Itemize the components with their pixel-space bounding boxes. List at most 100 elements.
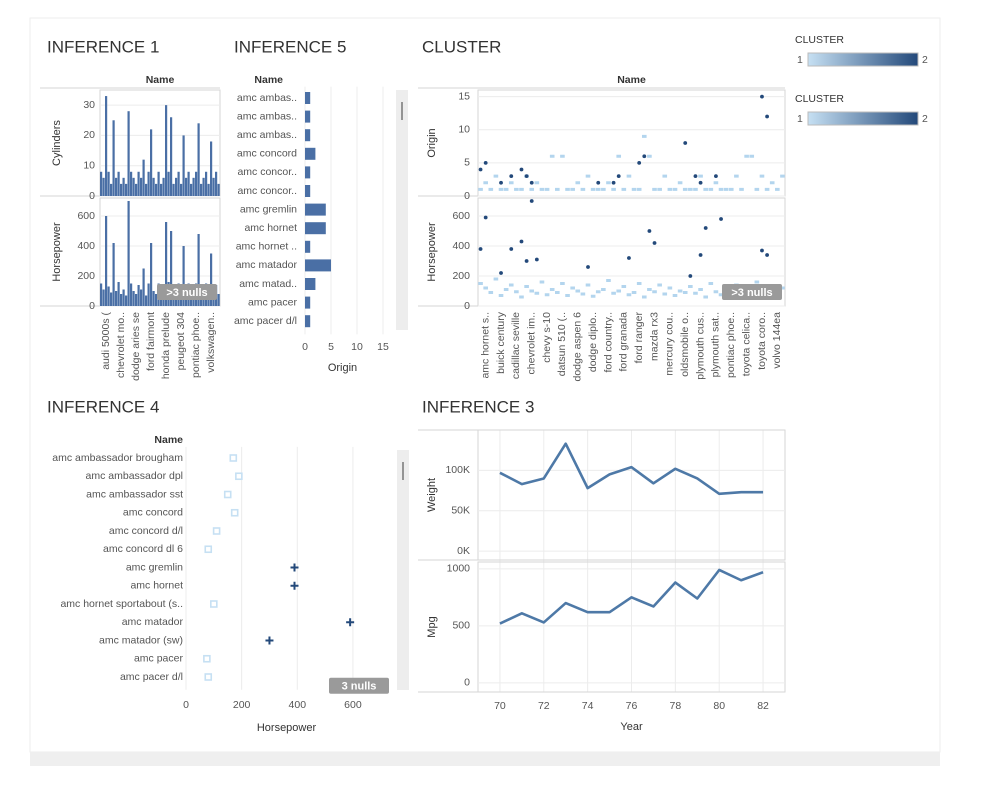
point (749, 154, 755, 158)
line (499, 568, 764, 625)
y-tick-label: 200 (452, 270, 470, 282)
y-category-label: amc ambas.. (237, 110, 297, 122)
bar (187, 171, 190, 196)
point (631, 187, 637, 191)
bar (132, 177, 135, 196)
point (560, 282, 565, 285)
bar (305, 110, 311, 123)
point (723, 187, 729, 191)
bar (305, 278, 316, 290)
row-label: Mpg (426, 616, 438, 637)
point (509, 247, 514, 251)
point (509, 174, 514, 179)
x-category-label: ford granada (618, 312, 630, 372)
point (718, 293, 724, 297)
y-category-label: amc ambas.. (237, 129, 297, 141)
x-category-label: datsun 510 (.. (556, 312, 568, 376)
bar (202, 177, 205, 196)
bar (135, 294, 138, 306)
x-tick-label: 400 (289, 699, 307, 711)
bar (127, 201, 130, 306)
point (626, 293, 632, 297)
point (596, 180, 601, 185)
bar (305, 240, 311, 253)
x-category-label: ford ranger (633, 312, 645, 364)
y-tick-label: 5 (464, 157, 470, 169)
point-square (235, 472, 243, 481)
bar (305, 222, 326, 235)
point (718, 187, 724, 191)
point (744, 154, 749, 158)
bar (190, 183, 193, 196)
legend-ramp (807, 52, 919, 67)
y-tick-label: 600 (77, 210, 95, 222)
y-category-label: amc hornet (244, 222, 297, 234)
point (703, 187, 708, 191)
point (590, 187, 596, 191)
bar (107, 286, 110, 306)
bar (157, 171, 160, 196)
legend-ramp (807, 111, 919, 126)
null-badge (722, 284, 782, 300)
point (514, 187, 519, 191)
legend-title: CLUSTER (795, 93, 844, 105)
point (765, 253, 769, 257)
point (667, 187, 673, 191)
y-tick-label: 0K (457, 545, 470, 557)
point (590, 294, 596, 298)
column-header: Name (617, 74, 646, 86)
bar (160, 295, 163, 306)
point (483, 215, 488, 220)
x-tick-label: 70 (494, 700, 506, 712)
point (478, 282, 483, 285)
point (627, 256, 631, 260)
point (667, 286, 673, 290)
point (606, 181, 611, 185)
point (682, 291, 688, 294)
x-category-label: dodge diplo.. (587, 312, 599, 372)
y-category-label: amc hornet .. (236, 241, 297, 253)
x-category-label: chevrolet mo.. (115, 312, 127, 378)
point (524, 285, 529, 288)
null-badge (329, 677, 389, 694)
x-category-label: plymouth sat.. (710, 312, 722, 377)
bar (152, 291, 155, 306)
point (499, 271, 503, 275)
point-plus (265, 636, 274, 645)
bar (192, 177, 195, 196)
status-strip (30, 752, 940, 766)
y-category-label: amc concor.. (237, 185, 297, 197)
y-tick-label: 600 (452, 210, 470, 222)
bar (150, 243, 153, 306)
bar (180, 295, 183, 306)
bar (165, 222, 168, 306)
point (728, 187, 734, 191)
bar (305, 259, 331, 272)
bar (170, 117, 173, 196)
point (503, 288, 509, 291)
y-tick-label: 500 (452, 620, 470, 632)
bar (207, 183, 210, 196)
x-category-label: dodge aspen 6 (572, 312, 584, 382)
bar (305, 129, 311, 142)
point (652, 290, 657, 294)
point (616, 154, 622, 158)
y-tick-label: 400 (77, 240, 95, 252)
y-tick-label: 15 (458, 90, 470, 102)
point (524, 259, 529, 263)
point-square (204, 673, 213, 681)
x-axis-label: Year (620, 721, 643, 733)
point (698, 288, 703, 291)
point (529, 289, 535, 293)
point (688, 187, 693, 191)
x-category-label: volkswagen.. (205, 312, 217, 373)
x-axis-label: Horsepower (257, 722, 317, 734)
point (739, 187, 744, 191)
point (647, 288, 652, 291)
point (534, 257, 539, 262)
y-category-label: amc matad.. (239, 278, 297, 290)
y-category-label: amc gremlin (126, 561, 183, 573)
point (672, 187, 678, 191)
point (524, 174, 529, 179)
bar (130, 171, 133, 196)
